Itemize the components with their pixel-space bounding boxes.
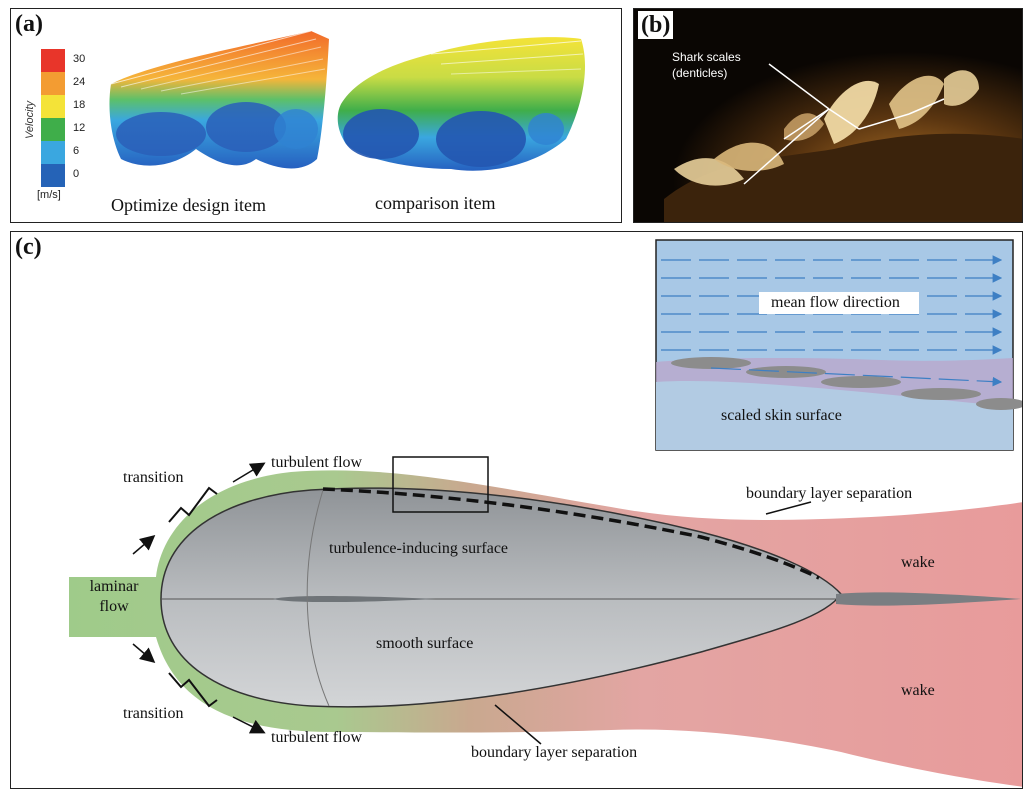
legend-tick-label: 12 [73,122,86,134]
zoom-box [392,456,489,513]
legend-tick-label: 30 [73,53,86,65]
annotation-arrows [132,462,812,745]
surface-divider [306,489,330,707]
caption-optimize-design: Optimize design item [111,195,266,215]
panel-b-label: (b) [638,11,674,39]
legend-title: Velocity [24,99,36,139]
color-bar-segment [41,72,65,95]
transition-top-label: transition [123,469,184,486]
shark-scales-annotation: Shark scales (denticles) [672,49,741,81]
turbulent-flow-top-label: turbulent flow [271,454,363,471]
boundary-layer-separation-top-label: boundary layer separation [746,485,913,502]
panel-c-label: (c) [15,234,42,260]
color-bar-segment [41,141,65,164]
smooth-surface-label: smooth surface [376,635,474,652]
turbulence-inducing-surface-label: turbulence-inducing surface [329,540,509,557]
turbulence-boundary-dashed [322,487,820,580]
annotation-pointer-lines [743,63,945,185]
color-bar-segment [41,95,65,118]
transition-brace-top [168,486,218,523]
color-bar-segment [41,118,65,141]
transition-brace-bottom [168,672,218,708]
comparison-streamlines [337,37,586,171]
legend-tick-label: 24 [73,76,86,88]
scale-inset [655,239,1022,451]
boundary-layer-separation-bottom-label: boundary layer separation [471,744,638,761]
panel-b: (b) Shark scales (denticles) [633,8,1023,223]
wake-bottom-label: wake [901,682,935,699]
panel-a-graphic: Velocity [24,30,586,187]
inner-fin [273,595,436,603]
panel-a-label: (a) [15,11,43,37]
inset-flow-label: mean flow direction [771,294,900,311]
inset-surface-label: scaled skin surface [721,407,842,424]
legend-tick-label: 6 [73,145,80,157]
flow-diagram [69,239,1022,787]
panel-a: (a) Velocity [10,8,622,223]
laminar-line-1: laminar [89,578,139,595]
legend-tick-label: 0 [73,168,80,180]
transition-bottom-label: transition [123,705,184,722]
shark-scales-photo [634,9,1022,222]
wake-top-label: wake [901,554,935,571]
laminar-line-2: flow [99,598,129,615]
velocity-color-bar [41,49,65,187]
legend-unit: [m/s] [37,189,61,201]
panel-c: (c) mean flow direction scaled skin surf… [10,231,1023,789]
optimize-design-streamlines [109,30,329,169]
trailing-tail [836,592,1021,606]
color-bar-segment [41,49,65,72]
caption-comparison: comparison item [375,193,496,213]
flow-arrows [661,255,1003,387]
turbulent-flow-bottom-label: turbulent flow [271,729,363,746]
color-bar-segment [41,164,65,187]
laminar-flow-label: laminar flow [69,577,159,617]
annotation-line-2: (denticles) [672,66,728,80]
legend-tick-label: 18 [73,99,86,111]
annotation-line-1: Shark scales [672,50,741,64]
